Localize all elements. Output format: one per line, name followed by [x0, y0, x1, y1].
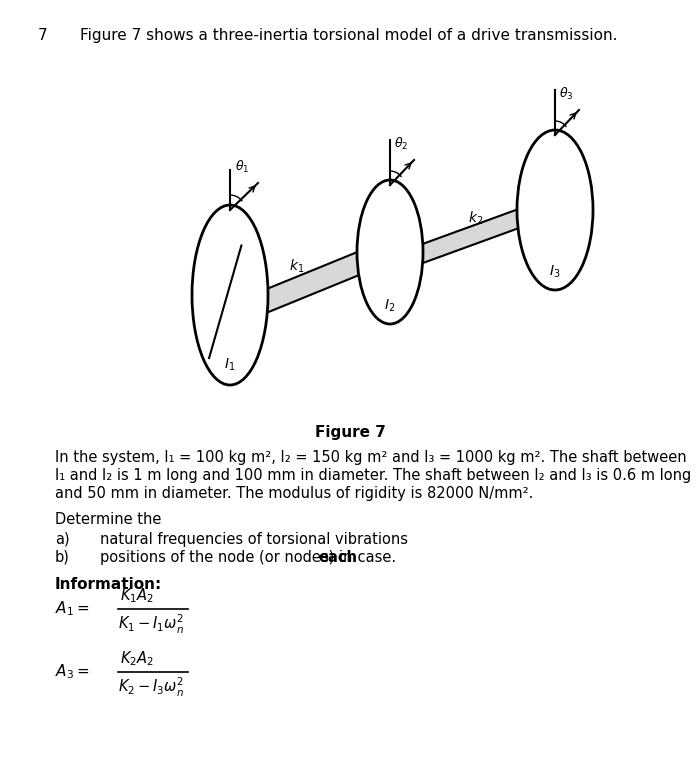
Text: Determine the: Determine the: [55, 512, 162, 527]
Polygon shape: [253, 250, 371, 315]
Text: $k_2$: $k_2$: [468, 210, 484, 227]
Text: case.: case.: [353, 550, 396, 565]
Text: $I_3$: $I_3$: [550, 264, 561, 280]
Text: b): b): [55, 550, 70, 565]
Text: Figure 7 shows a three-inertia torsional model of a drive transmission.: Figure 7 shows a three-inertia torsional…: [80, 28, 617, 43]
Text: 7: 7: [38, 28, 48, 43]
Text: $\theta_1$: $\theta_1$: [235, 159, 249, 175]
Text: $\theta_3$: $\theta_3$: [559, 86, 573, 102]
Text: $A_1 = $: $A_1 = $: [55, 600, 90, 618]
Text: $\theta_2$: $\theta_2$: [394, 136, 408, 152]
Text: $K_2 - I_3\omega_n^2$: $K_2 - I_3\omega_n^2$: [118, 675, 184, 699]
Text: and 50 mm in diameter. The modulus of rigidity is 82000 N/mm².: and 50 mm in diameter. The modulus of ri…: [55, 486, 533, 501]
Text: $k_1$: $k_1$: [289, 258, 304, 275]
Text: positions of the node (or nodes) in: positions of the node (or nodes) in: [100, 550, 357, 565]
Text: $I_2$: $I_2$: [384, 298, 395, 314]
Ellipse shape: [192, 205, 268, 385]
Text: each: each: [318, 550, 357, 565]
Text: natural frequencies of torsional vibrations: natural frequencies of torsional vibrati…: [100, 532, 408, 547]
Text: I₁ and I₂ is 1 m long and 100 mm in diameter. The shaft between I₂ and I₃ is 0.6: I₁ and I₂ is 1 m long and 100 mm in diam…: [55, 468, 692, 483]
Text: $A_3 = $: $A_3 = $: [55, 663, 90, 681]
Text: $K_1A_2$: $K_1A_2$: [120, 587, 154, 605]
Text: $K_2A_2$: $K_2A_2$: [120, 650, 154, 668]
Text: Figure 7: Figure 7: [314, 425, 386, 440]
Text: In the system, I₁ = 100 kg m², I₂ = 150 kg m² and I₃ = 1000 kg m². The shaft bet: In the system, I₁ = 100 kg m², I₂ = 150 …: [55, 450, 687, 465]
Ellipse shape: [357, 180, 423, 324]
Text: $I_1$: $I_1$: [224, 357, 236, 373]
Polygon shape: [410, 207, 531, 265]
Text: $K_1 - I_1\omega_n^2$: $K_1 - I_1\omega_n^2$: [118, 613, 184, 636]
Text: Information:: Information:: [55, 577, 162, 592]
Ellipse shape: [517, 130, 593, 290]
Text: a): a): [55, 532, 69, 547]
